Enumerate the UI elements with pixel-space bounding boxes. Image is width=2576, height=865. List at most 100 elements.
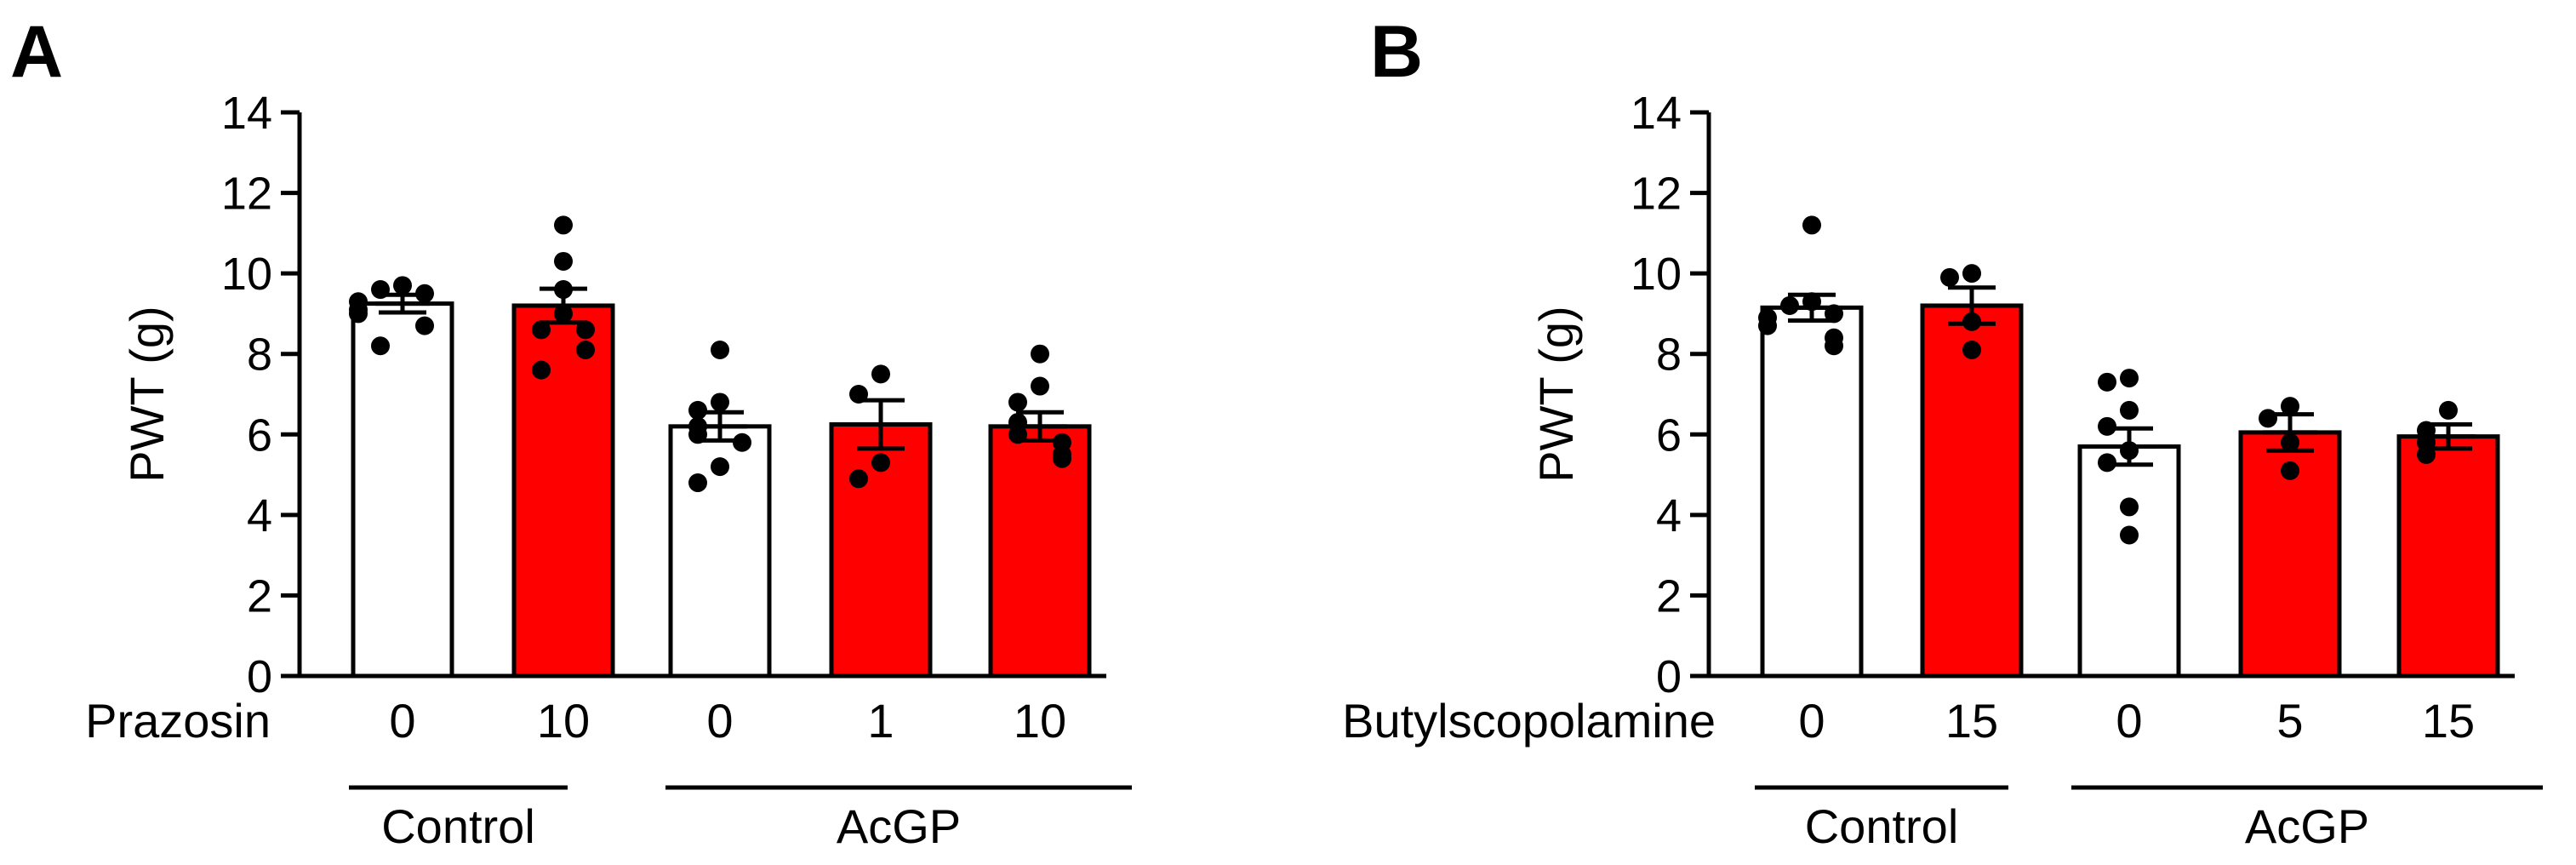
data-point [576, 320, 595, 340]
data-point [2281, 432, 2299, 452]
category-label: 0 [1798, 694, 1825, 748]
data-point [733, 432, 751, 452]
data-point [1825, 336, 1843, 356]
y-tick-label: 12 [1631, 169, 1682, 220]
y-tick-label: 0 [247, 651, 272, 702]
data-point [371, 280, 390, 300]
bar [351, 301, 454, 679]
data-point [849, 469, 868, 489]
data-point [1825, 304, 1843, 324]
data-point [1802, 292, 1821, 312]
data-point [2098, 416, 2116, 436]
data-point [2120, 369, 2139, 388]
data-point [2417, 444, 2436, 464]
y-tick-label: 4 [247, 490, 272, 541]
data-point [1962, 264, 1981, 284]
category-label: 15 [1945, 694, 1998, 748]
data-point [415, 284, 434, 303]
y-tick-label: 10 [221, 249, 272, 300]
y-tick-label: 6 [1656, 410, 1682, 461]
data-point [554, 215, 573, 235]
y-tick-label: 8 [1656, 329, 1682, 381]
group-label: AcGP [837, 799, 961, 853]
data-point [1940, 267, 1959, 287]
bar [2396, 434, 2500, 679]
data-point [871, 453, 890, 473]
data-point [1031, 344, 1049, 364]
data-point [1962, 340, 1981, 359]
data-point [415, 316, 434, 335]
y-axis-label: PWT (g) [120, 306, 174, 482]
data-point [532, 360, 551, 380]
bar [2077, 444, 2181, 679]
y-tick-label: 2 [247, 570, 272, 622]
data-point [711, 392, 729, 412]
data-point [2098, 372, 2116, 392]
y-tick-label: 8 [247, 329, 272, 381]
panel-letter: B [1370, 11, 1423, 93]
y-tick-label: 0 [1656, 651, 1682, 702]
data-point [2439, 400, 2458, 420]
panel-letter: A [10, 11, 63, 93]
data-point [688, 400, 707, 420]
data-point [2281, 397, 2299, 416]
category-label: 15 [2422, 694, 2475, 748]
data-point [349, 304, 368, 324]
treatment-label: Prazosin [85, 694, 271, 748]
data-point [1962, 312, 1981, 331]
y-axis-label: PWT (g) [1529, 306, 1583, 482]
category-label: 1 [867, 694, 894, 748]
y-tick-label: 14 [221, 88, 272, 139]
data-point [1008, 392, 1027, 412]
y-tick-label: 2 [1656, 570, 1682, 622]
data-point [1008, 425, 1027, 444]
data-point [1031, 376, 1049, 396]
y-tick-label: 4 [1656, 490, 1682, 541]
data-point [871, 364, 890, 384]
data-point [554, 280, 573, 300]
bar [1920, 303, 2024, 679]
category-label: 10 [1014, 694, 1066, 748]
bar [988, 424, 1092, 679]
y-tick-label: 10 [1631, 249, 1682, 300]
data-point [1053, 449, 1071, 468]
group-label: Control [381, 799, 535, 853]
group-label: Control [1805, 799, 1959, 853]
data-point [2120, 441, 2139, 461]
bar [1760, 305, 1864, 679]
data-point [576, 340, 595, 359]
y-tick-label: 12 [221, 169, 272, 220]
data-point [554, 251, 573, 271]
data-point [688, 473, 707, 493]
category-label: 5 [2276, 694, 2303, 748]
bar [511, 303, 615, 679]
treatment-label: Butylscopolamine [1342, 694, 1716, 748]
y-tick-label: 6 [247, 410, 272, 461]
data-point [2120, 525, 2139, 545]
data-point [2098, 453, 2116, 473]
data-point [688, 425, 707, 444]
data-point [1780, 295, 1799, 315]
category-label: 0 [706, 694, 733, 748]
data-point [2259, 409, 2277, 428]
category-label: 0 [389, 694, 415, 748]
group-label: AcGP [2245, 799, 2369, 853]
data-point [711, 457, 729, 477]
data-point [554, 304, 573, 324]
data-point [1802, 215, 1821, 235]
y-tick-label: 14 [1631, 88, 1682, 139]
data-point [849, 385, 868, 404]
data-point [711, 340, 729, 359]
panel-a: A 0 2 4 6 8 10 12 14 PWT (g) 0 10 0 1 10 Prazosin Contro… [10, 11, 1132, 853]
data-point [2120, 497, 2139, 517]
data-point [393, 276, 412, 295]
category-label: 10 [537, 694, 590, 748]
panel-b: B 0 2 4 6 8 10 12 14 PWT (g) 0 15 0 5 15 Butylscopolami… [1342, 11, 2543, 853]
data-point [2120, 400, 2139, 420]
data-point [532, 320, 551, 340]
data-point [2281, 461, 2299, 480]
category-label: 0 [2116, 694, 2142, 748]
data-point [371, 336, 390, 356]
data-point [1758, 316, 1777, 335]
